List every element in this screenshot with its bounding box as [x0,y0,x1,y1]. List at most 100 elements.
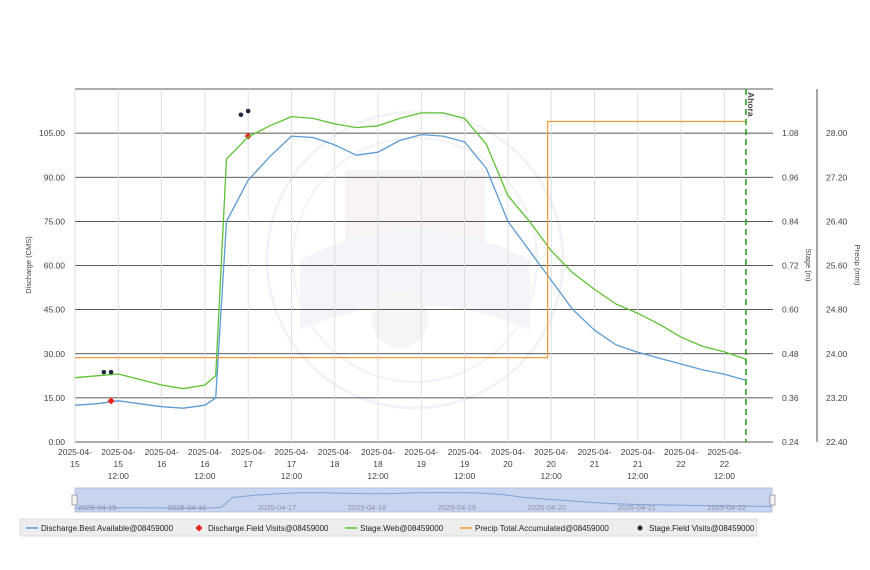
x-tick-label: 2025-04- [707,447,741,457]
y-stage-tick-label: 0.96 [782,172,799,182]
x-tick-label: 2025-04- [577,447,611,457]
y-left-tick-label: 15.00 [44,393,66,403]
navigator-date-label: 2025-04-15 [78,503,116,512]
field-visit-diamond [107,397,115,405]
x-tick-label: 2025-04- [101,447,135,457]
range-navigator[interactable]: 2025-04-15 2025-04-16 2025-04-17 2025-04-18… [71,487,776,513]
x-tick-label: 18 [373,459,383,469]
legend-label: Discharge.Best Available@08459000 [41,524,174,533]
x-tick-label: 21 [633,459,643,469]
y-stage-tick-label: 0.60 [782,305,799,315]
x-tick-label: 19 [460,459,470,469]
field-visit-point [108,369,114,375]
y-stage-tick-label: 0.48 [782,349,799,359]
x-tick-label: 2025-04- [404,447,438,457]
x-tick-label: 18 [330,459,340,469]
legend-diamond-swatch [195,524,203,532]
x-tick-label: 2025-04- [664,447,698,457]
legend-circle-swatch [637,525,643,531]
navigator-date-label: 2025-04-20 [528,503,566,512]
ibwc-seal-watermark [265,110,565,410]
series-line [74,112,747,390]
x-tick-label: 2025-04- [534,447,568,457]
legend-label: Stage.Field Visits@08459000 [649,524,755,533]
x-tick-label: 12:00 [714,471,736,481]
y-stage-tick-label: 0.84 [782,216,799,226]
x-tick-label: 12:00 [281,471,303,481]
navigator-left-handle [71,494,78,506]
x-tick-label: 2025-04- [491,447,525,457]
legend-label: Discharge.Field Visits@08459000 [208,524,329,533]
x-tick-label: 21 [590,459,600,469]
y-stage-tick-label: 0.24 [782,437,799,447]
y-precip-axis-title: Precip (mm) [853,245,862,286]
x-tick-label: 20 [503,459,513,469]
y-precip-tick-label: 26.40 [826,216,848,226]
x-tick-label: 20 [546,459,556,469]
y-precip-tick-label: 22.40 [826,437,848,447]
x-tick-label: 12:00 [627,471,649,481]
x-tick-label: 17 [243,459,253,469]
y-precip-tick-label: 23.20 [826,393,848,403]
navigator-date-label: 2025-04-17 [258,503,296,512]
y-left-tick-label: 30.00 [44,349,66,359]
y-left-axis-title: Discharge (CMS) [24,236,33,294]
x-tick-label: 22 [676,459,686,469]
y-precip-tick-label: 25.60 [826,261,848,271]
navigator-date-label: 2025-04-22 [708,503,746,512]
y-stage-tick-label: 0.72 [782,261,799,271]
navigator-right-handle [769,494,776,506]
x-tick-label: 12:00 [367,471,389,481]
legend-label: Precip Total.Accumulated@08459000 [475,524,609,533]
x-tick-label: 22 [720,459,730,469]
x-tick-label: 15 [70,459,80,469]
y-left-tick-label: 45.00 [44,305,66,315]
series-layer: Ahora [74,89,756,442]
navigator-date-label: 2025-04-16 [168,503,206,512]
x-tick-label: 2025-04- [361,447,395,457]
y-left-tick-label: 105.00 [39,128,65,138]
y-precip-tick-label: 24.80 [826,305,848,315]
x-tick-label: 15 [114,459,124,469]
x-tick-label: 12:00 [108,471,130,481]
y-left-tick-label: 0.00 [48,437,65,447]
x-tick-label: 17 [287,459,297,469]
y-stage-tick-label: 0.36 [782,393,799,403]
x-tick-label: 2025-04- [274,447,308,457]
y-left-tick-label: 60.00 [44,261,66,271]
legend-box [19,518,758,537]
y-stage-tick-label: 1.08 [782,128,799,138]
series-line [75,120,746,359]
legend-label: Stage.Web@08459000 [360,524,444,533]
y-stage-axis-title: Stage (m) [804,249,813,282]
x-tick-label: 2025-04- [145,447,179,457]
field-visit-point [238,112,244,118]
x-tick-label: 2025-04- [318,447,352,457]
x-tick-label: 16 [200,459,210,469]
field-visit-point [101,369,107,375]
y-precip-tick-label: 28.00 [826,128,848,138]
y-precip-tick-label: 24.00 [826,349,848,359]
chart-legend[interactable]: Discharge.Best Available@08459000 Dischar… [19,518,758,537]
navigator-date-label: 2025-04-18 [348,503,386,512]
axes: 0.00 15.00 30.00 45.00 60.00 75.00 90.00 105.00… [24,89,862,481]
x-tick-label: 2025-04- [621,447,655,457]
x-tick-label: 12:00 [454,471,476,481]
series-line [74,133,747,409]
now-label: Ahora [746,92,756,117]
y-precip-tick-label: 27.20 [826,172,848,182]
x-tick-label: 12:00 [541,471,563,481]
y-left-tick-label: 90.00 [44,172,66,182]
x-tick-label: 2025-04- [188,447,222,457]
navigator-date-label: 2025-04-19 [438,503,476,512]
x-tick-label: 2025-04- [448,447,482,457]
x-tick-label: 2025-04- [58,447,92,457]
x-tick-label: 16 [157,459,167,469]
plot-grid [74,88,773,443]
y-left-tick-label: 75.00 [44,216,66,226]
x-tick-label: 2025-04- [231,447,265,457]
navigator-series [74,492,773,509]
x-tick-label: 19 [417,459,427,469]
x-tick-label: 12:00 [194,471,216,481]
